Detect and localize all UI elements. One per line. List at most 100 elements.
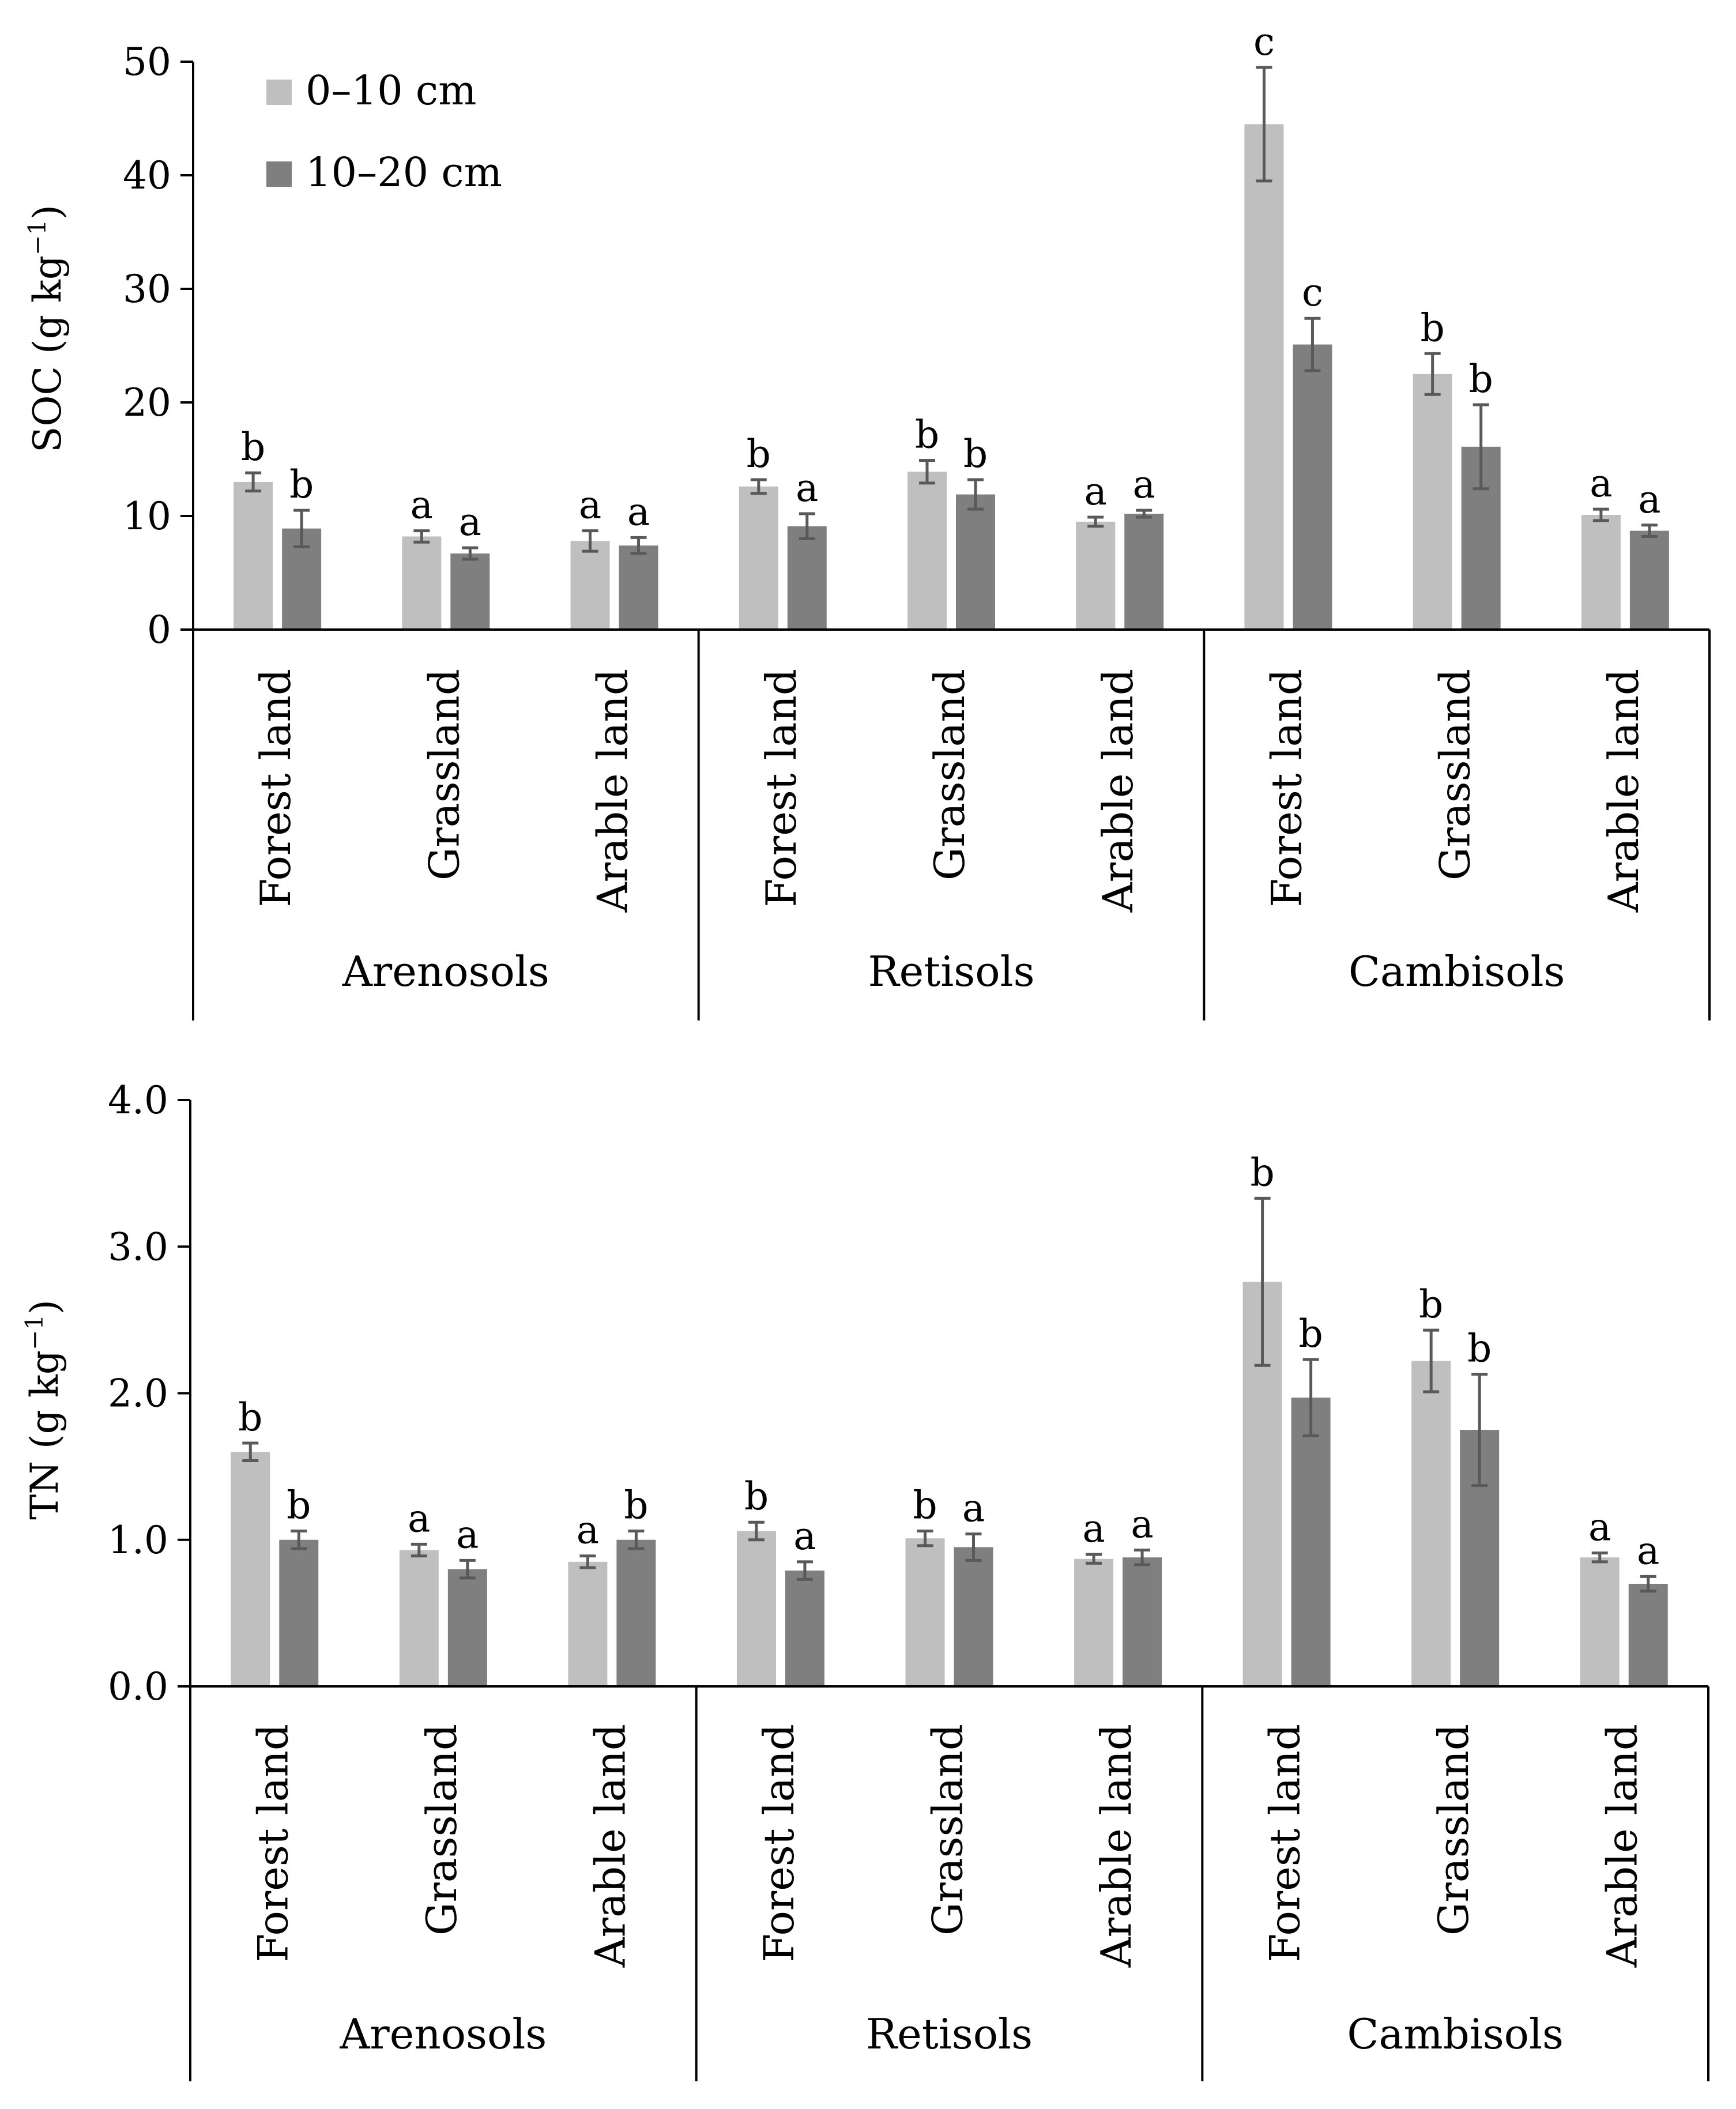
tn-category-label-grassland-7: Grassland [1429,1724,1478,1935]
tn-bars [231,1282,1668,1686]
soc-group-label-retisols: Retisols [868,947,1034,996]
soc-letter-s1-c2: a [627,489,650,534]
soc-letter-s0-c8: a [1590,461,1612,506]
tn-letter-s0-c6: b [1250,1150,1274,1195]
legend-swatch-10-20cm [266,161,292,187]
soc-letter-s0-c6: c [1253,20,1275,64]
tn-group-label-retisols: Retisols [866,2010,1033,2058]
soc-y-ticks: 0 10 20 30 40 50 [123,40,193,652]
soc-bar-s1-c3 [787,526,827,630]
tn-bar-s1-c3 [785,1571,824,1686]
tn-letter-s1-c5: a [1131,1502,1153,1547]
soc-axes [192,62,1711,1020]
legend-label-0-10cm: 0–10 cm [306,67,476,114]
soc-letter-s0-c7: b [1421,306,1445,350]
soc-group-label-arenosols: Arenosols [342,947,549,996]
tn-letter-s0-c4: b [913,1483,937,1527]
soc-category-label-arable-land-8: Arable land [1599,669,1648,913]
tn-letter-s0-c7: b [1419,1282,1443,1327]
tn-y-axis-label-close: ) [22,1300,67,1315]
tn-y-axis-label-sup: −1 [20,1315,48,1350]
tn-y-tick-label-0: 0.0 [108,1664,168,1709]
soc-bar-s1-c6 [1293,344,1332,630]
soc-category-label-grassland-4: Grassland [925,669,974,880]
soc-bar-s0-c5 [1076,521,1116,630]
soc-group-labels: Arenosols Retisols Cambisols [342,947,1565,996]
soc-y-axis-label-sup: −1 [23,220,51,255]
soc-bar-s1-c5 [1124,514,1164,630]
tn-y-tick-label-4: 4.0 [108,1078,168,1123]
tn-y-tick-label-1: 1.0 [108,1518,168,1562]
soc-category-label-arable-land-5: Arable land [1094,669,1142,913]
soc-letter-s1-c1: a [459,500,481,544]
tn-category-label-grassland-4: Grassland [924,1724,972,1935]
soc-letter-s1-c5: a [1133,462,1155,507]
tn-letter-s0-c8: a [1588,1505,1611,1550]
tn-category-label-arable-land-2: Arable land [586,1724,634,1968]
tn-category-label-grassland-1: Grassland [417,1724,466,1935]
tn-letter-s1-c0: b [287,1483,311,1527]
tn-category-label-forest-land-3: Forest land [755,1724,803,1963]
soc-category-label-forest-land-0: Forest land [251,669,300,907]
tn-group-label-arenosols: Arenosols [339,2010,547,2058]
tn-group-labels: Arenosols Retisols Cambisols [339,2010,1564,2058]
soc-bar-s1-c8 [1629,530,1669,630]
tn-bar-s0-c4 [905,1538,945,1686]
soc-letter-s0-c3: b [747,432,771,476]
soc-y-axis-label: SOC (g kg−1) [23,205,70,453]
tn-bar-s1-c5 [1123,1557,1162,1686]
soc-category-label-grassland-7: Grassland [1431,669,1479,880]
tn-y-ticks: 0.0 1.0 2.0 3.0 4.0 [108,1078,190,1709]
soc-error-bars [245,66,1658,561]
soc-y-tick-label-5: 50 [123,40,171,84]
tn-bar-s0-c1 [399,1550,439,1686]
soc-letter-s0-c4: b [915,412,939,457]
soc-y-tick-label-0: 0 [147,608,171,652]
soc-bar-s1-c4 [956,494,995,630]
tn-bar-s0-c2 [568,1561,608,1686]
soc-bar-s0-c3 [739,486,778,630]
soc-category-label-arable-land-2: Arable land [589,669,637,913]
tn-letter-s1-c7: b [1467,1326,1492,1370]
soc-letter-s0-c2: a [579,483,601,528]
tn-bar-s1-c0 [279,1539,319,1686]
soc-bar-s1-c1 [450,553,490,630]
soc-letter-s1-c4: b [963,432,988,476]
tn-letter-s0-c5: a [1082,1507,1105,1551]
soc-y-tick-label-1: 10 [123,494,171,538]
soc-letter-s1-c3: a [796,466,818,510]
soc-bars [234,124,1669,630]
soc-legend: 0–10 cm 10–20 cm [266,67,502,196]
tn-bar-s0-c0 [231,1452,270,1686]
tn-letter-s0-c2: a [577,1508,599,1553]
soc-letter-s0-c5: a [1084,469,1107,514]
tn-bar-s0-c8 [1580,1557,1620,1686]
tn-letter-s1-c1: a [456,1512,479,1557]
soc-y-tick-label-3: 30 [123,267,171,311]
tn-letter-s1-c2: b [624,1483,648,1527]
tn-bar-s0-c5 [1074,1558,1114,1686]
soc-letter-s0-c0: b [241,425,265,469]
tn-y-tick-label-2: 2.0 [108,1372,168,1416]
tn-bar-s0-c7 [1411,1361,1451,1686]
tn-y-tick-label-3: 3.0 [108,1225,168,1269]
soc-bar-s0-c4 [907,472,947,630]
tn-letter-s0-c1: a [408,1496,430,1541]
soc-bar-s0-c2 [570,541,610,630]
soc-bar-s0-c0 [234,481,273,630]
soc-bar-s0-c7 [1413,374,1452,630]
tn-bar-s0-c3 [736,1531,776,1686]
tn-category-labels: Forest land Grassland Arable land Forest la… [248,1724,1646,1968]
soc-bar-s1-c2 [619,545,658,630]
tn-y-axis-label: TN (g kg−1) [20,1300,67,1520]
soc-letter-s1-c0: b [289,462,314,507]
soc-letter-s1-c8: a [1638,477,1660,522]
tn-bar-s1-c6 [1291,1398,1331,1686]
tn-category-label-forest-land-6: Forest land [1261,1724,1309,1963]
soc-y-axis-label-close: ) [25,205,70,220]
